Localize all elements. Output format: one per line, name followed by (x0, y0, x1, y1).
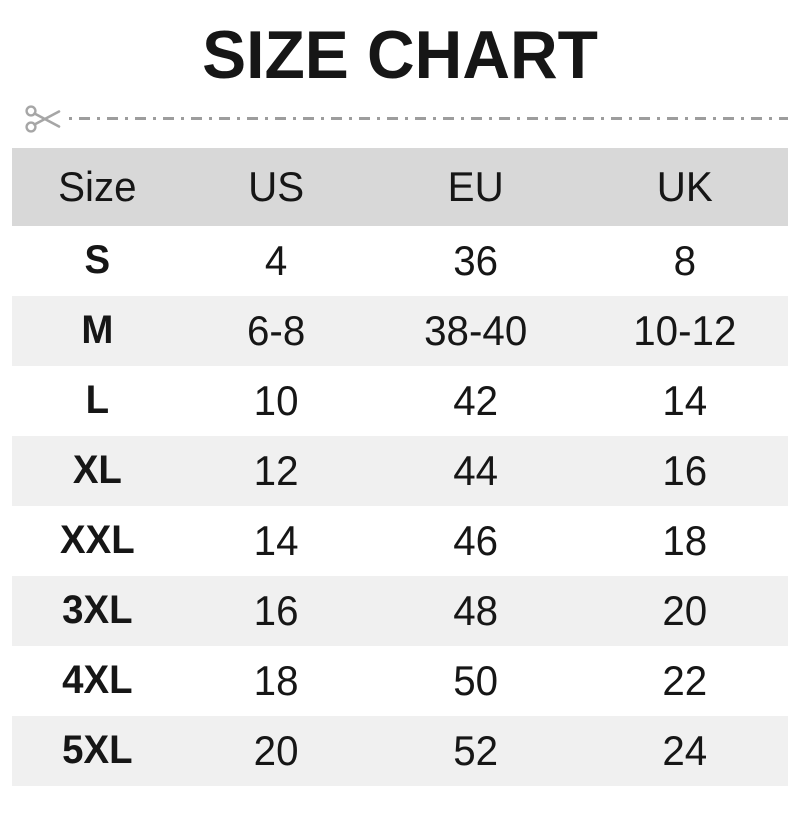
column-header-eu: EU (447, 162, 504, 210)
uk-cell: 24 (662, 726, 708, 774)
uk-cell: 8 (673, 236, 697, 284)
scissors-icon (25, 105, 61, 133)
uk-cell: 18 (662, 516, 708, 564)
page-title: SIZE CHART (202, 17, 598, 93)
us-cell: 4 (264, 236, 288, 284)
size-cell: 4XL (62, 658, 133, 703)
us-cell: 12 (253, 446, 299, 494)
uk-cell: 20 (662, 586, 708, 634)
eu-cell: 50 (453, 656, 499, 704)
us-cell: 16 (253, 586, 299, 634)
us-cell: 14 (253, 516, 299, 564)
us-cell: 18 (253, 656, 299, 704)
table-row-5xl: 5XL 20 52 24 (12, 715, 788, 786)
size-chart-page: SIZE CHART Size US EU UK S 4 36 8 M 6-8 … (0, 18, 800, 818)
us-cell: 20 (253, 726, 299, 774)
table-row-xl: XL 12 44 16 (12, 435, 788, 506)
column-header-us: US (247, 162, 304, 210)
table-row-xxl: XXL 14 46 18 (12, 506, 788, 576)
column-header-uk: UK (657, 162, 714, 210)
eu-cell: 52 (453, 726, 499, 774)
eu-cell: 44 (453, 446, 499, 494)
uk-cell: 10-12 (633, 306, 737, 354)
uk-cell: 22 (662, 656, 708, 704)
us-cell: 6-8 (246, 306, 305, 354)
dashed-cut-line (69, 117, 788, 121)
uk-cell: 14 (662, 376, 708, 424)
size-chart-table: Size US EU UK S 4 36 8 M 6-8 38-40 10-12… (12, 147, 788, 786)
eu-cell: 38-40 (424, 306, 528, 354)
table-row-4xl: 4XL 18 50 22 (12, 646, 788, 716)
size-cell: M (81, 308, 114, 353)
table-row-m: M 6-8 38-40 10-12 (12, 295, 788, 366)
size-cell: 5XL (62, 728, 133, 773)
uk-cell: 16 (662, 446, 708, 494)
size-cell: S (84, 238, 111, 283)
eu-cell: 48 (453, 586, 499, 634)
eu-cell: 46 (453, 516, 499, 564)
table-row-s: S 4 36 8 (12, 226, 788, 296)
table-row-l: L 10 42 14 (12, 366, 788, 436)
size-cell: L (85, 378, 110, 423)
us-cell: 10 (253, 376, 299, 424)
size-cell: XXL (60, 518, 135, 563)
cut-line (10, 99, 790, 139)
size-cell: 3XL (62, 588, 133, 633)
table-row-3xl: 3XL 16 48 20 (12, 575, 788, 646)
eu-cell: 42 (453, 376, 499, 424)
table-header-row: Size US EU UK (12, 147, 788, 226)
size-cell: XL (72, 448, 122, 493)
column-header-size: Size (58, 162, 137, 210)
eu-cell: 36 (453, 236, 499, 284)
